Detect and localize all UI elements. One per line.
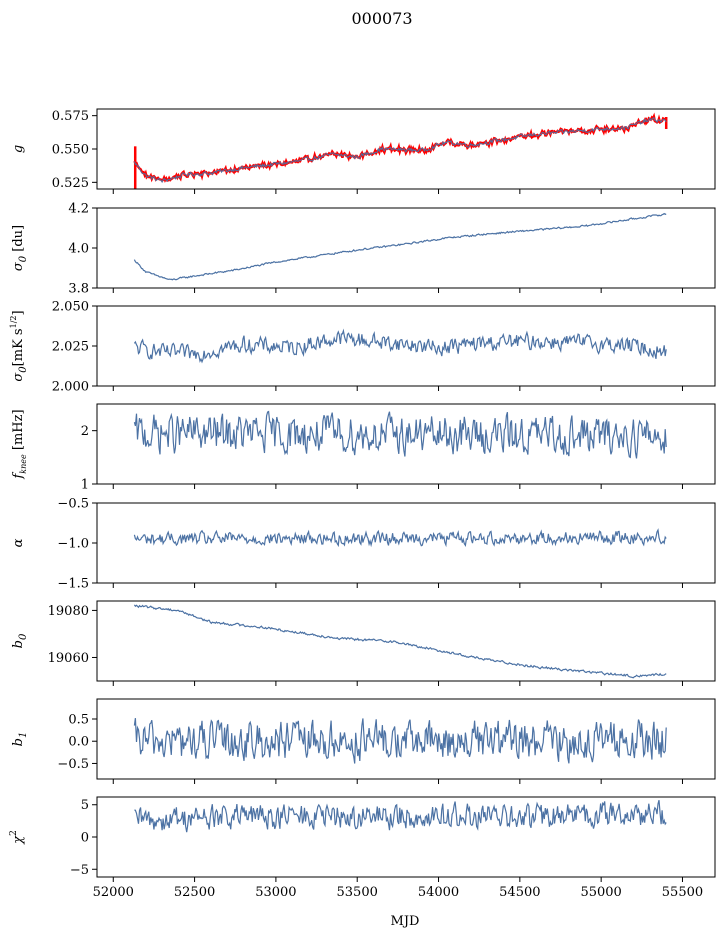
y-tick-label: −0.5 <box>57 497 89 512</box>
x-tick-label: 54000 <box>418 885 459 900</box>
panel-sigma0_mks: 2.000 2.025 2.050 σ0[mK s1/2] <box>9 300 716 395</box>
y-tick-label: −1.5 <box>57 577 89 592</box>
panel-fknee: 1 2 fknee [mHz] <box>11 403 716 493</box>
y-tick-label: 4.0 <box>68 242 89 257</box>
y-tick-label: 1 <box>81 478 89 493</box>
x-tick-label: 52000 <box>93 885 134 900</box>
y-axis-label-g: g <box>11 145 26 153</box>
y-tick-label: 0 <box>81 831 89 846</box>
series-line <box>133 116 667 184</box>
axes-frame <box>96 207 716 289</box>
y-tick-label: 3.8 <box>68 282 89 297</box>
y-tick-label: 0.575 <box>52 109 89 124</box>
y-tick-label: −1.0 <box>57 537 89 552</box>
y-tick-label: 19060 <box>48 651 89 666</box>
series-line <box>133 528 667 548</box>
y-axis-label-b1: b1 <box>11 732 29 747</box>
y-axis-label-b0: b0 <box>11 633 29 648</box>
panel-b0: 19060 19080 b0 <box>11 600 716 686</box>
y-tick-label: −0.5 <box>57 757 89 772</box>
y-axis-label-chi2: χ2 <box>9 830 26 845</box>
y-tick-label: 2.000 <box>52 380 89 395</box>
x-tick-label: 52500 <box>174 885 215 900</box>
panel-chi2: −5 0 5 52000 52500 53000 53500 54000 54500 55000 5… <box>9 796 716 900</box>
panel-g: 0.525 0.550 0.575 g <box>11 108 716 194</box>
y-axis-label-sigma0: σ0 [du] <box>11 225 29 271</box>
axes-frame <box>96 502 716 584</box>
x-tick-label: 55500 <box>662 885 703 900</box>
x-tick-label: 53000 <box>255 885 296 900</box>
axes-frame <box>96 796 716 878</box>
x-tick-label: 55000 <box>580 885 621 900</box>
series-line <box>133 410 667 459</box>
y-tick-label: 2.050 <box>52 300 89 315</box>
series-line <box>133 328 667 364</box>
y-tick-label: 0.5 <box>68 713 89 728</box>
series-line <box>134 800 667 833</box>
y-axis-label-fknee: fknee [mHz] <box>11 409 28 479</box>
x-tick-label: 53500 <box>337 885 378 900</box>
x-tick-label: 54500 <box>499 885 540 900</box>
y-tick-label: 2.025 <box>52 340 89 355</box>
series-line <box>133 212 667 281</box>
y-tick-label: 0.0 <box>68 735 89 750</box>
y-tick-label: 0.550 <box>52 143 89 158</box>
axes-frame <box>96 403 716 485</box>
y-tick-label: 5 <box>81 798 89 813</box>
series-line <box>133 604 667 679</box>
axes-frame <box>96 600 716 682</box>
panel-alpha: −1.5 −1.0 −0.5 α <box>11 497 716 592</box>
y-axis-label-sigma0_mks: σ0[mK s1/2] <box>9 310 29 381</box>
y-tick-label: −5 <box>70 863 89 878</box>
axes-frame <box>96 108 716 190</box>
y-tick-label: 4.2 <box>68 202 89 217</box>
y-tick-label: 19080 <box>48 604 89 619</box>
y-tick-label: 0.525 <box>52 176 89 191</box>
panel-sigma0: 3.8 4.0 4.2 σ0 [du] <box>11 202 716 297</box>
axes-frame <box>96 305 716 387</box>
series-line <box>133 718 667 764</box>
figure-title: 000073 <box>351 9 412 28</box>
panel-b1: −0.5 0.0 0.5 b1 <box>11 698 716 784</box>
axes-frame <box>96 698 716 780</box>
y-tick-label: 2 <box>81 424 89 439</box>
y-axis-label-alpha: α <box>11 538 26 547</box>
x-axis-label: MJD <box>391 914 420 929</box>
